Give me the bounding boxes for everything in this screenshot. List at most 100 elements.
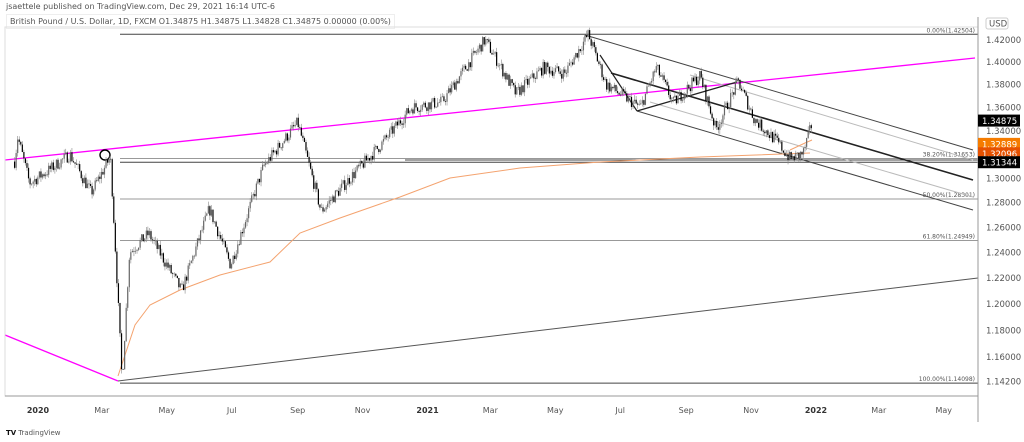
candle <box>381 140 383 152</box>
candle <box>542 59 544 79</box>
candle <box>308 152 310 167</box>
candle <box>379 148 381 154</box>
candle <box>497 62 499 68</box>
candle-body <box>122 369 124 370</box>
candle <box>46 170 48 177</box>
price-label-box <box>978 137 1020 150</box>
y-tick-label: 1.16000 <box>986 353 1021 363</box>
candle-body <box>279 142 281 148</box>
candle-body <box>341 183 343 188</box>
candle <box>339 184 341 196</box>
candle <box>170 263 172 275</box>
candle <box>678 89 681 97</box>
candle <box>486 38 488 44</box>
candle <box>767 129 769 137</box>
candle-body <box>212 209 214 223</box>
candle <box>43 172 45 179</box>
candle <box>164 258 166 271</box>
candle <box>382 135 385 145</box>
candle-body <box>367 158 369 161</box>
candle <box>477 45 479 55</box>
candle <box>226 244 228 255</box>
short-moving-average-line <box>789 139 813 151</box>
candle-body <box>620 94 622 96</box>
candle <box>668 81 670 98</box>
candle-body <box>147 230 149 236</box>
candle <box>520 82 523 97</box>
candle-body <box>768 135 771 138</box>
candle-body <box>271 150 273 161</box>
candle-body <box>412 109 414 114</box>
candle-body <box>77 164 79 165</box>
candle-body <box>503 72 505 77</box>
candle-body <box>314 182 316 189</box>
candle-body <box>782 150 784 153</box>
candle-body <box>322 207 324 212</box>
candle <box>291 121 293 130</box>
candle <box>151 236 154 244</box>
candle <box>105 157 107 169</box>
candle-body <box>384 135 386 140</box>
candle <box>399 116 402 127</box>
candle <box>782 150 784 155</box>
candle <box>494 50 496 57</box>
candle <box>57 157 59 170</box>
candle-body <box>13 161 16 168</box>
candle-body <box>680 92 682 101</box>
candle <box>217 226 219 240</box>
candle <box>134 246 137 254</box>
candle-body <box>621 89 623 96</box>
candle <box>587 29 589 42</box>
candle-body <box>409 110 411 114</box>
candle <box>127 286 129 312</box>
brand-text: TradingView <box>18 429 61 437</box>
candle-body <box>381 141 383 150</box>
candle-body <box>114 222 116 252</box>
candle-body <box>706 96 709 102</box>
candle <box>124 340 126 370</box>
candle <box>478 43 481 53</box>
candle-body <box>520 85 523 95</box>
candle-body <box>390 126 392 130</box>
candle-body <box>446 93 448 102</box>
candle <box>585 30 588 39</box>
candle-body <box>449 88 451 93</box>
candle <box>674 91 676 98</box>
candle-body <box>499 65 501 66</box>
candle-body <box>689 88 691 92</box>
candle <box>384 134 386 141</box>
candle-body <box>198 238 200 241</box>
y-tick-label: 1.22000 <box>986 274 1021 284</box>
candle <box>210 205 213 217</box>
candle <box>187 262 189 284</box>
candle <box>141 233 143 243</box>
candle <box>666 78 668 87</box>
candle-body <box>291 125 293 129</box>
candle-body <box>165 262 168 267</box>
candle <box>158 243 160 250</box>
candle <box>280 147 282 151</box>
candle-body <box>801 151 803 155</box>
candle-body <box>674 95 676 98</box>
candle-body <box>172 273 174 274</box>
candle <box>714 120 716 129</box>
candle <box>709 102 712 115</box>
candle <box>390 122 392 135</box>
candle <box>34 175 36 186</box>
candle-body <box>379 149 381 153</box>
candle-body <box>488 39 490 42</box>
x-tick-label: Nov <box>355 406 371 415</box>
candle <box>443 94 445 103</box>
candle-body <box>150 231 152 240</box>
candle <box>637 101 639 109</box>
candle-body <box>186 276 188 281</box>
candle <box>530 74 532 80</box>
candle <box>206 212 208 217</box>
candle-body <box>187 265 189 281</box>
candle <box>387 134 389 142</box>
candle <box>509 75 512 89</box>
candle-body <box>29 178 31 185</box>
candle <box>201 225 203 233</box>
candle <box>63 149 65 163</box>
